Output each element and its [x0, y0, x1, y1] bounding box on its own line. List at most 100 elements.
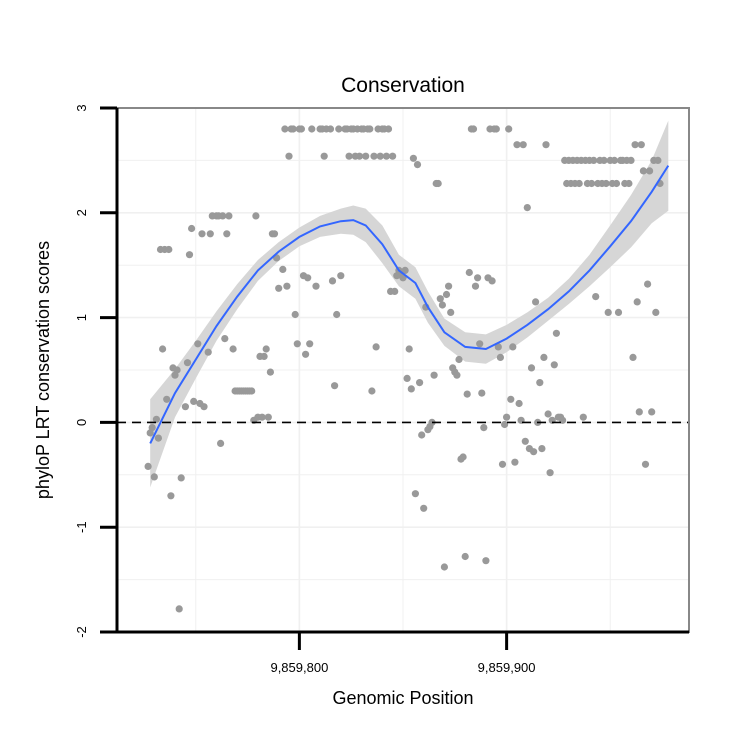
y-axis: -2 -1 0 1 2 3 — [74, 104, 119, 638]
data-point — [536, 379, 544, 387]
data-point — [413, 161, 422, 169]
data-point — [610, 156, 619, 164]
data-point — [544, 410, 552, 418]
data-point — [312, 282, 320, 290]
plot-panel — [116, 107, 690, 633]
data-point — [281, 125, 289, 133]
data-point — [328, 277, 337, 285]
data-point — [144, 462, 152, 470]
data-point — [575, 179, 583, 188]
data-point — [159, 345, 167, 353]
data-point — [482, 557, 490, 565]
data-point — [538, 445, 546, 453]
data-point — [333, 310, 341, 319]
data-point — [291, 310, 299, 319]
data-point — [411, 490, 419, 498]
data-point — [488, 277, 496, 285]
data-point — [206, 230, 214, 238]
data-point — [633, 298, 641, 306]
data-point — [648, 408, 656, 416]
x-axis: 9,859,800 9,859,900 — [117, 630, 689, 675]
data-point — [409, 154, 417, 162]
data-point — [183, 359, 192, 367]
data-point — [260, 352, 268, 360]
data-point — [637, 141, 645, 149]
data-point — [154, 434, 162, 442]
data-point — [152, 415, 160, 423]
data-point — [465, 268, 473, 277]
data-point — [320, 152, 328, 160]
data-point — [165, 245, 173, 254]
data-point — [416, 379, 424, 387]
data-point — [194, 340, 202, 348]
data-point — [345, 152, 353, 160]
data-point — [540, 353, 548, 361]
data-point — [219, 212, 227, 220]
y-tick-label: 2 — [74, 209, 89, 216]
data-point — [436, 295, 444, 303]
data-point — [552, 329, 561, 337]
data-point — [418, 431, 426, 439]
data-point — [579, 413, 587, 421]
data-point — [221, 335, 229, 343]
data-point — [445, 282, 453, 290]
data-point — [331, 382, 339, 390]
data-point — [430, 371, 438, 379]
data-point — [550, 361, 558, 369]
data-point — [644, 280, 652, 288]
data-point — [302, 350, 310, 358]
data-point — [494, 343, 502, 351]
data-point — [602, 179, 610, 188]
data-point — [362, 152, 370, 160]
data-point — [335, 125, 343, 133]
data-point — [453, 371, 461, 379]
data-point — [366, 125, 374, 133]
data-point — [289, 125, 297, 133]
data-point — [175, 605, 183, 613]
data-point — [440, 563, 448, 571]
data-point — [283, 282, 291, 290]
data-point — [355, 152, 364, 160]
data-point — [515, 399, 523, 408]
data-point — [223, 230, 231, 238]
data-point — [262, 345, 270, 353]
data-point — [337, 272, 345, 280]
data-point — [248, 387, 256, 395]
data-point — [442, 290, 451, 299]
x-tick-label: 9,859,800 — [270, 660, 328, 675]
y-axis-title: phyloP LRT conservation scores — [33, 241, 53, 499]
data-point — [604, 308, 612, 316]
data-point — [546, 469, 554, 477]
data-point — [177, 474, 185, 482]
data-point — [600, 156, 608, 164]
data-point — [646, 167, 654, 175]
data-point — [469, 125, 478, 133]
data-point — [455, 355, 463, 364]
data-point — [641, 460, 650, 468]
data-point — [150, 473, 158, 481]
data-point — [496, 353, 504, 361]
data-point — [588, 179, 596, 188]
data-point — [368, 387, 376, 395]
data-point — [523, 204, 531, 212]
x-tick-label: 9,859,900 — [478, 660, 536, 675]
data-point — [403, 374, 411, 382]
data-point — [372, 343, 380, 351]
data-point — [407, 385, 415, 393]
data-point — [258, 413, 266, 421]
data-point — [252, 212, 260, 220]
y-tick-label: 1 — [74, 314, 89, 321]
data-point — [532, 298, 540, 306]
data-point — [478, 389, 486, 397]
data-point — [200, 403, 208, 411]
data-point — [501, 420, 509, 429]
data-point — [635, 408, 643, 416]
data-point — [297, 125, 305, 133]
data-point — [627, 156, 635, 164]
data-point — [530, 448, 538, 456]
data-point — [167, 492, 175, 500]
data-point — [173, 366, 181, 374]
data-point — [639, 167, 648, 175]
data-point — [461, 552, 469, 561]
